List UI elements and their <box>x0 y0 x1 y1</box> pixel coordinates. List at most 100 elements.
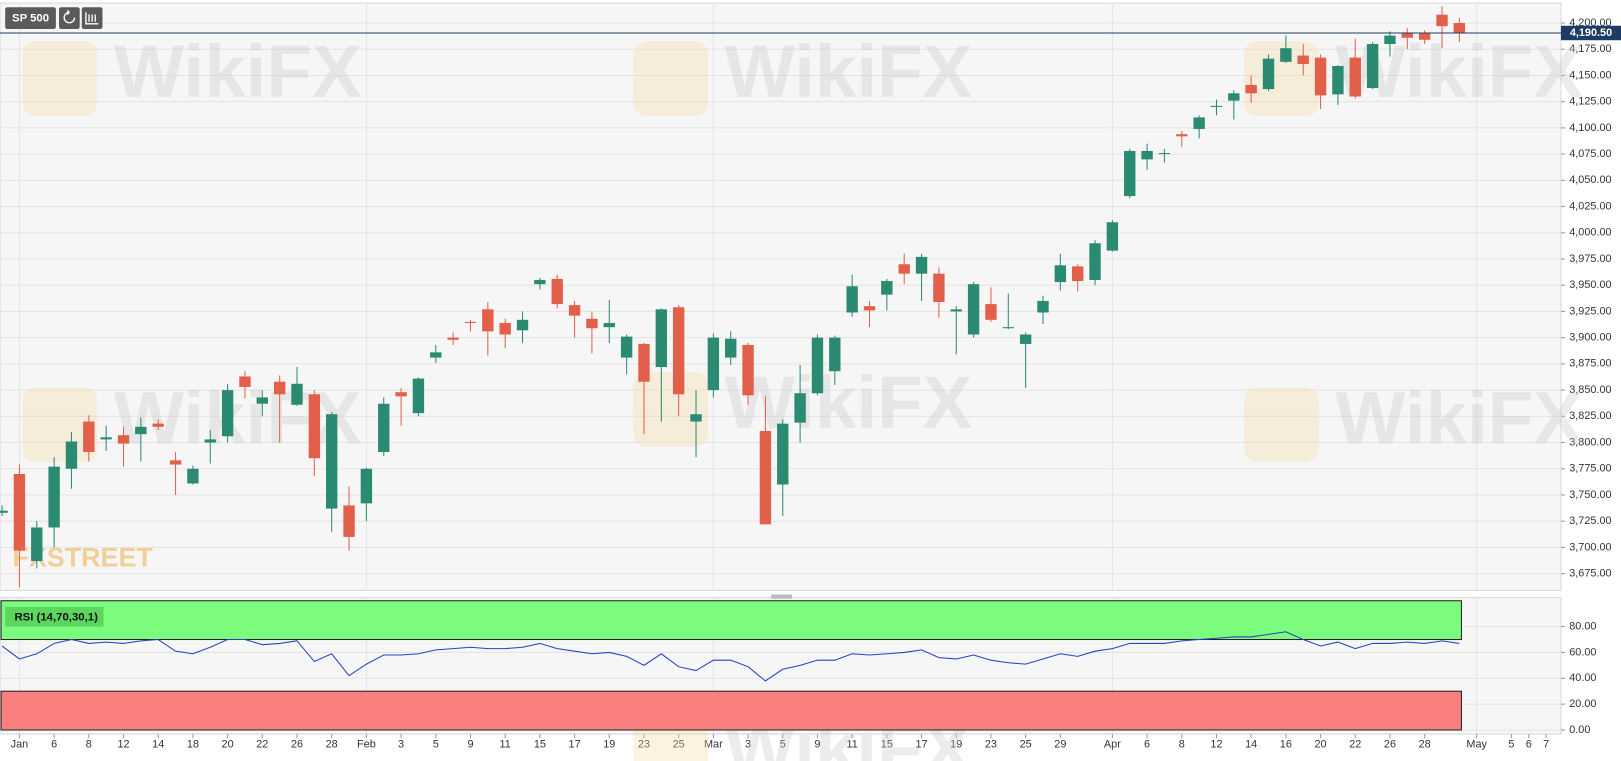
marks: 4,190.50 <box>0 6 1621 731</box>
candle-body <box>0 510 8 513</box>
candle-body <box>725 338 737 358</box>
candle-body <box>915 256 928 274</box>
y-tick-label: 4,100.00 <box>1569 122 1611 134</box>
x-tick-label: 5 <box>780 738 786 750</box>
x-tick-label: 25 <box>1020 738 1032 750</box>
x-tick-label: 19 <box>603 738 615 750</box>
symbol-button[interactable] <box>5 7 56 29</box>
candle-body <box>273 381 286 395</box>
watermark-logo <box>1244 387 1319 463</box>
x-tick-label: 26 <box>291 738 303 750</box>
candle-body <box>1262 58 1275 90</box>
x-tick-label: 16 <box>1280 738 1292 750</box>
y-tick-label: 3,750.00 <box>1569 489 1611 501</box>
x-tick-label: Jan <box>11 738 29 750</box>
x-tick-label: 18 <box>187 738 199 750</box>
candle-body <box>759 430 772 525</box>
candle-body <box>655 309 668 368</box>
x-tick-label: 20 <box>222 738 234 750</box>
watermark: WikiFX <box>114 377 362 460</box>
watermark-logo <box>633 41 709 116</box>
candle-body <box>1297 55 1309 64</box>
toolbar: SP 500 <box>5 7 103 29</box>
candle-body <box>1453 23 1466 33</box>
candle-body <box>221 390 234 437</box>
x-tick-label: 9 <box>467 738 473 750</box>
y-tick-label: 60.00 <box>1569 646 1596 658</box>
candle-body <box>620 336 633 358</box>
x-tick-label: 17 <box>915 738 927 750</box>
watermark: WikiFX <box>114 30 362 113</box>
candle-body <box>256 397 268 404</box>
candle-body <box>985 304 997 320</box>
x-tick-label: 6 <box>1144 738 1150 750</box>
candle-body <box>326 414 338 509</box>
rsi-line <box>1 631 1460 682</box>
x-tick-label: 6 <box>1526 738 1532 750</box>
y-tick-label: 80.00 <box>1569 620 1596 632</box>
y-tick-label: 3,950.00 <box>1569 279 1611 291</box>
watermark-logo <box>22 41 98 116</box>
candle-body <box>603 322 615 328</box>
refresh-button[interactable] <box>59 7 80 29</box>
resize-handle[interactable] <box>771 594 792 599</box>
x-tick-label: 28 <box>326 738 338 750</box>
x-tick-label: 15 <box>881 738 893 750</box>
candle-body <box>794 393 806 423</box>
candle-body <box>447 337 459 340</box>
y-tick-label: 3,850.00 <box>1569 384 1611 396</box>
candle-body <box>360 468 373 504</box>
candle-body <box>1210 105 1223 107</box>
candle-body <box>568 305 581 316</box>
candle-body <box>430 352 442 358</box>
y-tick-label: 3,875.00 <box>1569 358 1611 370</box>
x-tick-label: 22 <box>1349 738 1361 750</box>
candle-body <box>1037 300 1049 313</box>
y-tick-label: 4,200.00 <box>1569 17 1611 29</box>
candle-body <box>187 468 199 484</box>
candle-body <box>482 309 494 332</box>
y-tick-label: 4,050.00 <box>1569 174 1611 186</box>
rsi-title: RSI (14,70,30,1) <box>14 611 98 623</box>
x-tick-label: 20 <box>1315 738 1327 750</box>
candle-body <box>707 337 720 391</box>
y-tick-label: 4,000.00 <box>1569 227 1611 239</box>
candle-body <box>586 318 598 329</box>
y-tick-label: 0.00 <box>1569 724 1590 736</box>
x-tick-label: 25 <box>673 738 685 750</box>
candle-body <box>863 306 876 311</box>
y-tick-label: 3,700.00 <box>1569 541 1611 553</box>
x-tick-label: 6 <box>51 738 57 750</box>
candle-body <box>672 307 685 395</box>
candle-body <box>846 286 858 313</box>
candle-body <box>239 376 251 387</box>
x-tick-label: May <box>1466 738 1487 750</box>
x-tick-label: 8 <box>1179 738 1185 750</box>
x-tick-label: 3 <box>398 738 404 750</box>
candle-body <box>291 383 303 405</box>
x-tick-label: 12 <box>1210 738 1222 750</box>
x-tick-label: 22 <box>256 738 268 750</box>
candle-body <box>1141 150 1153 160</box>
y-tick-label: 4,150.00 <box>1569 69 1611 81</box>
x-tick-label: 11 <box>847 738 858 750</box>
watermark: WikiFX <box>725 30 973 113</box>
candle-body <box>1401 32 1414 38</box>
candle-body <box>811 337 824 394</box>
candle-body <box>829 337 841 372</box>
candle-body <box>898 264 910 274</box>
candle-body <box>1089 243 1101 280</box>
x-tick-label: 14 <box>152 738 164 750</box>
watermark-logo <box>633 372 709 447</box>
last-price-box <box>1560 25 1621 41</box>
x-tick-label: 9 <box>814 738 820 750</box>
candle-body <box>48 466 60 528</box>
candle-body <box>1314 57 1327 96</box>
x-tick-label: 23 <box>985 738 997 750</box>
x-tick-label: 15 <box>534 738 546 750</box>
candle-body <box>1436 14 1448 27</box>
candle-body <box>638 343 650 382</box>
refresh-icon <box>63 9 76 24</box>
candle-body <box>1054 265 1067 283</box>
